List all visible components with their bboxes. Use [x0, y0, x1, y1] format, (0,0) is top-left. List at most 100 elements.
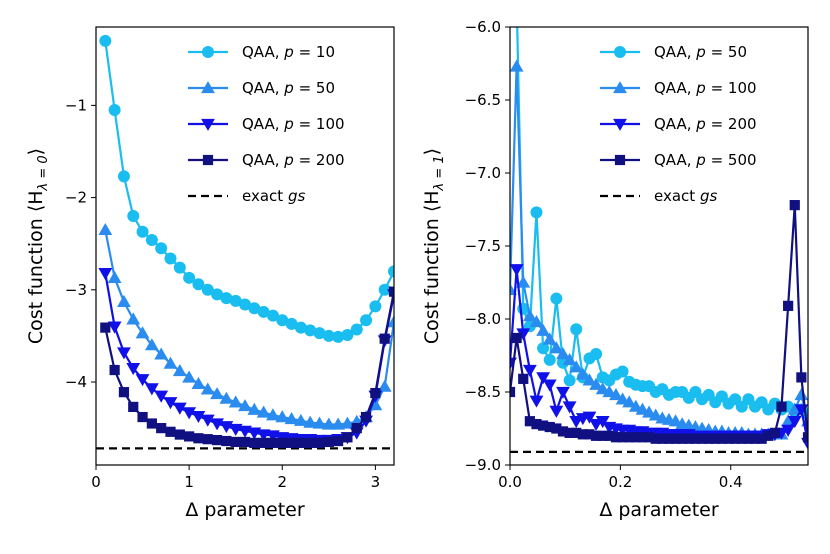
data-point — [211, 288, 224, 301]
data-point — [569, 360, 584, 373]
x-tick-label: 0 — [91, 473, 101, 491]
y-tick-label: −1 — [65, 96, 87, 114]
data-point — [183, 271, 196, 284]
data-point — [303, 415, 318, 428]
y-tick-label: −6.0 — [465, 18, 501, 36]
data-point — [703, 433, 714, 444]
series-line — [104, 273, 394, 442]
data-point — [787, 402, 802, 415]
data-point — [191, 410, 206, 424]
y-tick-label: −8.0 — [465, 310, 501, 328]
data-point — [794, 388, 808, 401]
data-point — [108, 103, 121, 116]
data-point — [164, 252, 177, 265]
data-point — [321, 417, 336, 430]
data-point — [723, 433, 734, 444]
data-point — [229, 294, 242, 307]
data-point — [331, 417, 346, 430]
data-point — [577, 429, 588, 440]
legend-item-reference: exact gs — [188, 187, 305, 205]
data-point — [637, 432, 648, 443]
data-point — [211, 435, 223, 446]
data-point — [276, 314, 289, 327]
data-point — [670, 433, 681, 444]
data-point — [624, 432, 635, 443]
data-point — [200, 382, 215, 395]
data-point — [333, 435, 344, 447]
data-point — [763, 430, 774, 441]
data-point — [163, 356, 178, 369]
legend-label: QAA, p = 50 — [654, 43, 747, 61]
data-point — [510, 386, 516, 398]
data-point — [556, 347, 570, 360]
legend-label: QAA, p = 200 — [242, 151, 345, 169]
data-point — [136, 225, 149, 238]
data-point — [590, 348, 603, 361]
data-point — [538, 420, 549, 431]
legend-label: exact gs — [654, 187, 717, 205]
data-point — [610, 432, 622, 443]
data-point — [182, 407, 197, 420]
data-point — [127, 210, 140, 223]
data-point — [570, 323, 583, 336]
data-point — [677, 433, 688, 444]
legend: QAA, p = 50 QAA, p = 100 QAA, p = 200 QAA, … — [600, 43, 757, 205]
legend-marker — [202, 154, 214, 166]
data-point — [118, 387, 130, 398]
data-point — [511, 0, 523, 4]
data-point — [313, 327, 326, 340]
data-point — [524, 416, 535, 427]
data-point — [379, 333, 390, 344]
legend-marker — [202, 46, 214, 58]
legend-marker — [614, 154, 626, 166]
data-point — [163, 397, 178, 410]
data-point — [295, 437, 306, 448]
plot-area — [96, 34, 394, 450]
data-point — [529, 395, 544, 408]
data-point — [184, 431, 195, 442]
data-point — [736, 433, 747, 444]
data-point — [305, 437, 316, 448]
data-point — [117, 294, 131, 307]
data-point — [156, 423, 167, 434]
y-tick-label: −4 — [65, 373, 87, 391]
y-tick-label: −7.5 — [465, 237, 501, 255]
data-point — [617, 432, 628, 443]
data-point — [155, 242, 168, 255]
x-tick-label: 0.4 — [719, 473, 743, 491]
data-point — [248, 302, 261, 315]
data-point — [332, 330, 345, 343]
data-point — [182, 370, 197, 383]
data-point — [144, 383, 159, 396]
data-point — [387, 315, 394, 328]
data-point — [200, 414, 215, 427]
y-axis-label: Cost function ⟨Hλ = 1⟩ — [421, 148, 447, 344]
data-point — [107, 321, 122, 334]
data-point — [154, 390, 169, 403]
legend-item: QAA, p = 200 — [600, 115, 757, 133]
series-line — [104, 229, 394, 426]
data-point — [98, 268, 113, 281]
axes-frame — [95, 26, 395, 466]
data-point — [107, 270, 122, 283]
data-point — [360, 314, 373, 327]
data-point — [174, 429, 185, 440]
data-point — [630, 432, 641, 443]
data-point — [511, 332, 522, 344]
x-tick-label: 1 — [184, 473, 194, 491]
data-point — [172, 364, 187, 377]
data-point — [266, 309, 279, 322]
data-point — [221, 435, 232, 447]
data-point — [544, 421, 555, 433]
data-point — [769, 427, 780, 438]
data-point — [378, 283, 391, 296]
data-point — [551, 423, 562, 434]
data-point — [128, 401, 139, 413]
data-point — [562, 352, 577, 366]
data-point — [550, 292, 563, 305]
data-point — [117, 170, 130, 183]
data-point — [802, 432, 808, 443]
data-point — [556, 386, 570, 399]
data-point — [516, 275, 531, 288]
data-point — [135, 326, 150, 339]
